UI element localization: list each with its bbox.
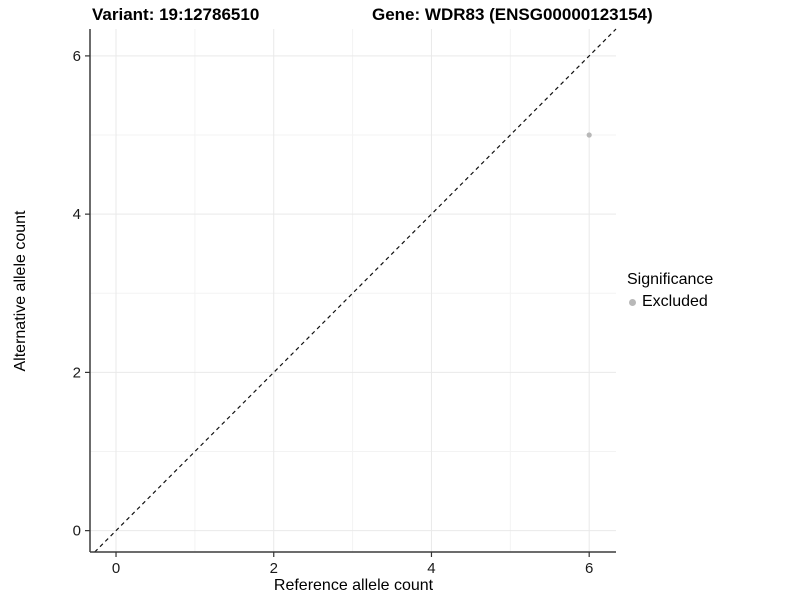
legend-title: Significance: [627, 271, 714, 288]
x-tick-label: 4: [427, 560, 435, 577]
x-tick-label: 6: [585, 560, 593, 577]
identity-dashed-line: [94, 28, 617, 553]
data-point: [586, 132, 592, 138]
y-tick-label: 2: [73, 364, 81, 381]
x-tick-label: 2: [270, 560, 278, 577]
legend-item-excluded: Excluded: [627, 293, 713, 311]
x-tick-label: 0: [112, 560, 120, 577]
x-axis-title: Reference allele count: [273, 577, 434, 594]
variant-title: Variant: 19:12786510: [92, 5, 260, 24]
gene-title: Gene: WDR83 (ENSG00000123154): [372, 5, 653, 24]
y-axis-title: Alternative allele count: [12, 210, 29, 372]
legend: Significance Excluded: [627, 271, 713, 311]
y-tick-label: 6: [73, 48, 81, 65]
y-tick-label: 0: [73, 523, 81, 540]
legend-item-label: Excluded: [642, 293, 708, 310]
y-tick-label: 4: [73, 206, 81, 223]
legend-point-icon: [629, 298, 636, 306]
